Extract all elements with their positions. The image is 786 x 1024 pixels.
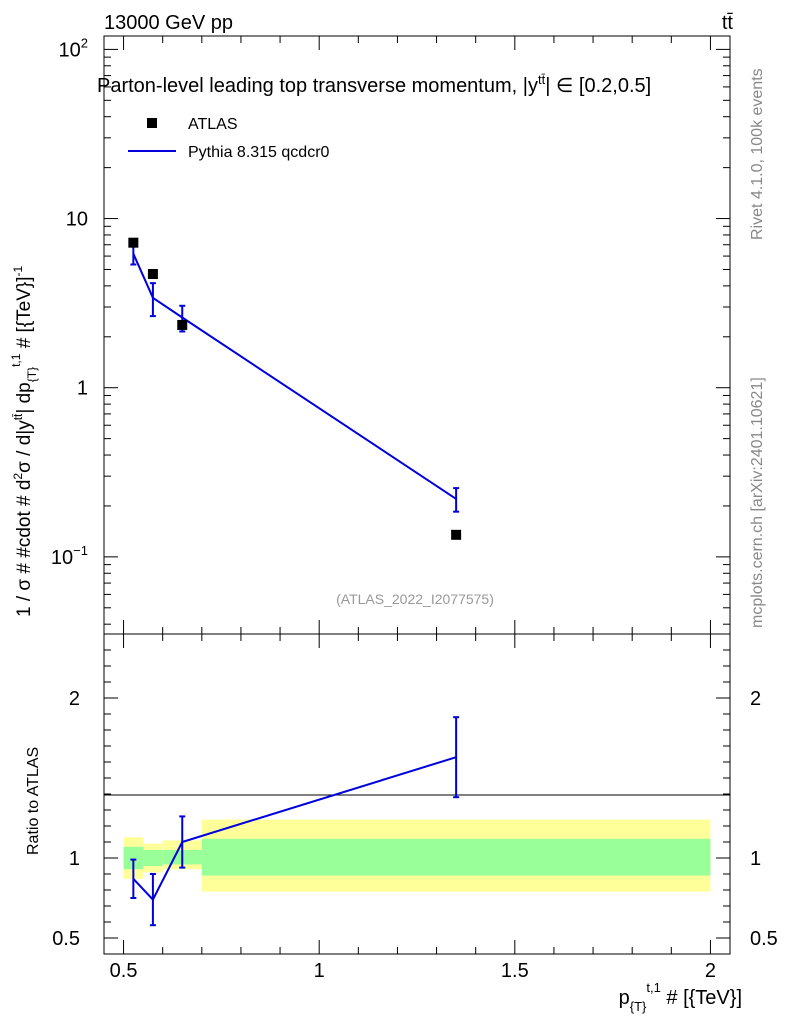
- x-axis-title: p{T}t,1 # [{TeV}]: [619, 980, 742, 1014]
- ratio-y-tick-label-left: 1: [69, 848, 80, 870]
- ratio-band-inner: [143, 850, 163, 866]
- rivet-label: Rivet 4.1.0, 100k events: [749, 68, 766, 240]
- collision-label: 13000 GeV pp: [104, 12, 233, 34]
- ratio-y-tick-label-right: 0.5: [750, 928, 778, 950]
- atlas-point: [128, 237, 139, 248]
- ratio-y-tick-label-left: 0.5: [52, 928, 80, 950]
- main-data-layer: [128, 237, 462, 540]
- main-y-axis-title: 1 / σ # #cdot # d2σ / d|ytt̄| dp{T}t,1 #…: [9, 265, 39, 617]
- process-label: tt̄: [722, 12, 734, 34]
- main-axis-ticks: [104, 36, 730, 634]
- main-y-tick-label: 102: [59, 35, 88, 61]
- pythia-line: [132, 253, 457, 500]
- ratio-y-tick-label-right: 2: [750, 688, 761, 710]
- legend-atlas-label: ATLAS: [188, 116, 238, 133]
- x-tick-labels: 0.5 1 1.5 2: [110, 960, 716, 982]
- main-y-tick-label: 1: [77, 378, 88, 400]
- analysis-tag: (ATLAS_2022_I2077575): [336, 591, 494, 607]
- ratio-y-tick-labels: 0.5 0.5 1 1 2 2: [52, 688, 778, 950]
- source-label: mcplots.cern.ch [arXiv:2401.10621]: [749, 377, 766, 628]
- main-y-tick-label: 10−1: [51, 543, 88, 569]
- legend-pythia-label: Pythia 8.315 qcdcr0: [188, 144, 330, 161]
- main-y-tick-label: 10: [66, 209, 88, 231]
- atlas-point: [451, 529, 462, 540]
- main-y-tick-labels: 102 10 1 10−1: [51, 35, 88, 568]
- ratio-band-inner: [201, 838, 711, 876]
- x-tick-label: 1.5: [501, 960, 529, 982]
- ratio-y-tick-label-right: 1: [750, 848, 761, 870]
- atlas-point: [177, 319, 188, 330]
- ratio-uncertainty-bands: [123, 819, 711, 892]
- x-tick-label: 1: [314, 960, 325, 982]
- x-tick-label: 2: [705, 960, 716, 982]
- ratio-y-axis-title: Ratio to ATLAS: [25, 747, 42, 855]
- ratio-data-layer: [130, 716, 460, 927]
- ratio-axis-ticks: [104, 634, 730, 954]
- legend-atlas-marker: [147, 118, 157, 128]
- ratio-band-inner: [123, 846, 144, 870]
- ratio-panel: 0.5 0.5 1 1 2 2 0.5 1 1.5 2 Ratio to ATLAS p{T}t…: [25, 633, 778, 1014]
- ratio-frame: [103, 633, 731, 955]
- main-panel: 102 10 1 10−1 Parton-level leading top tran…: [9, 35, 731, 635]
- ratio-y-tick-label-left: 2: [69, 688, 80, 710]
- x-tick-label: 0.5: [110, 960, 138, 982]
- pythia-ratio-line: [132, 756, 457, 902]
- atlas-point: [147, 269, 158, 280]
- chart-title: Parton-level leading top transverse mome…: [97, 72, 651, 97]
